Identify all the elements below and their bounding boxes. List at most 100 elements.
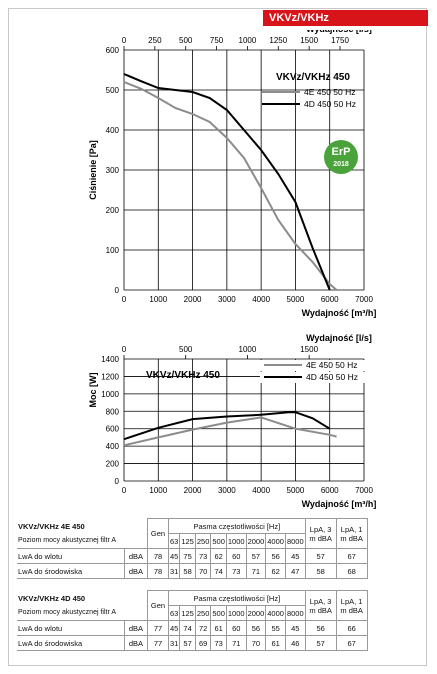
- freq-header: 4000: [265, 605, 286, 621]
- band-value: 62: [210, 548, 227, 564]
- band-value: 62: [265, 563, 286, 579]
- x-tick-label: 4000: [252, 486, 270, 495]
- x2-tick-label: 1500: [300, 36, 318, 45]
- freq-header: 125: [179, 533, 196, 549]
- freq-header: 8000: [284, 533, 306, 549]
- x2-tick-label: 1750: [331, 36, 349, 45]
- freq-header: 500: [210, 533, 227, 549]
- x-tick-label: 3000: [218, 295, 236, 304]
- series-badge: VKVz/VKHz: [263, 10, 428, 26]
- acoustic-table: VKVz/VKHz 4E 450 Gen Pasma częstotliwości …: [17, 518, 368, 579]
- table-model: VKVz/VKHz 4D 450: [17, 590, 148, 606]
- y-axis-label: Ciśnienie [Pa]: [88, 140, 98, 200]
- y-tick-label: 500: [106, 86, 120, 95]
- band-value: 73: [194, 548, 212, 564]
- band-value: 61: [210, 620, 227, 636]
- legend-label: 4D 450 50 Hz: [306, 372, 358, 382]
- freq-header: 4000: [265, 533, 286, 549]
- x-axis-label: Wydajność [m³/h]: [302, 499, 377, 509]
- legend-bg: [260, 360, 380, 371]
- freq-header: 125: [179, 605, 196, 621]
- band-value: 73: [225, 563, 247, 579]
- band-value: 45: [284, 548, 306, 564]
- band-value: 71: [225, 635, 247, 651]
- gen-value: 77: [147, 635, 169, 651]
- x-tick-label: 0: [122, 295, 127, 304]
- y-tick-label: 400: [106, 442, 120, 451]
- band-value: 74: [179, 620, 196, 636]
- row-unit: dBA: [123, 548, 149, 564]
- freq-header: 63: [167, 605, 181, 621]
- gen-header: Gen: [147, 518, 169, 549]
- lpa1-value: 67: [335, 548, 368, 564]
- band-value: 46: [284, 635, 306, 651]
- gen-value: 77: [147, 620, 169, 636]
- table-model: VKVz/VKHz 4E 450: [17, 518, 148, 534]
- band-value: 47: [284, 563, 306, 579]
- x-tick-label: 2000: [184, 486, 202, 495]
- x-tick-label: 6000: [321, 486, 339, 495]
- band-value: 45: [167, 548, 181, 564]
- x2-tick-label: 750: [210, 36, 224, 45]
- y-tick-label: 0: [115, 477, 120, 486]
- freq-header: 1000: [225, 605, 247, 621]
- erp-badge-icon: [324, 140, 358, 174]
- band-value: 72: [194, 620, 212, 636]
- band-value: 45: [284, 620, 306, 636]
- x2-tick-label: 1000: [239, 36, 257, 45]
- chart-title: VKVz/VKHz 450: [276, 72, 350, 83]
- y-tick-label: 100: [106, 246, 120, 255]
- chart-title: VKVz/VKHz 450: [146, 370, 220, 381]
- y-tick-label: 300: [106, 166, 120, 175]
- band-value: 60: [225, 620, 247, 636]
- x-tick-label: 1000: [149, 295, 167, 304]
- x2-tick-label: 0: [122, 36, 127, 45]
- gen-value: 78: [147, 563, 169, 579]
- x-tick-label: 6000: [321, 295, 339, 304]
- band-value: 73: [210, 635, 227, 651]
- x2-tick-label: 1000: [239, 345, 257, 354]
- band-value: 69: [194, 635, 212, 651]
- y-tick-label: 200: [106, 206, 120, 215]
- x-tick-label: 7000: [355, 295, 373, 304]
- freq-header: 2000: [245, 605, 267, 621]
- pressure-chart: 0 1000 2000 3000 4000 5000 6000 700001002003004…: [88, 30, 377, 318]
- band-value: 45: [167, 620, 181, 636]
- band-value: 71: [245, 563, 267, 579]
- y-tick-label: 600: [106, 46, 120, 55]
- lpa3-value: 57: [304, 635, 337, 651]
- band-value: 31: [167, 635, 181, 651]
- lpa3-header: LpA, 3 m dBA: [304, 518, 337, 549]
- y-tick-label: 1200: [101, 372, 119, 381]
- table-subtitle: Poziom mocy akustycznej filtr A: [17, 533, 148, 549]
- band-value: 75: [179, 548, 196, 564]
- gen-header: Gen: [147, 590, 169, 621]
- row-label: LwA do środowiska: [17, 563, 125, 579]
- x-tick-label: 5000: [287, 295, 305, 304]
- lpa1-value: 67: [335, 635, 368, 651]
- row-label: LwA do środowiska: [17, 635, 125, 651]
- x2-tick-label: 500: [179, 36, 193, 45]
- x-tick-label: 5000: [287, 486, 305, 495]
- y-tick-label: 800: [106, 407, 120, 416]
- y-axis-label: Moc [W]: [88, 373, 98, 408]
- y-tick-label: 400: [106, 126, 120, 135]
- x-axis-label: Wydajność [m³/h]: [302, 308, 377, 318]
- series-line-4e: [123, 416, 337, 447]
- page-frame: [8, 8, 427, 666]
- freq-header: 1000: [225, 533, 247, 549]
- x-tick-label: 1000: [149, 486, 167, 495]
- y-tick-label: 1400: [101, 355, 119, 364]
- band-header: Pasma częstotliwości [Hz]: [168, 518, 306, 534]
- row-unit: dBA: [123, 563, 149, 579]
- lpa3-value: 56: [304, 620, 337, 636]
- lpa1-header: LpA, 1 m dBA: [335, 590, 368, 621]
- series-line-4d: [123, 411, 331, 441]
- x2-axis-label: Wydajność [l/s]: [306, 333, 372, 343]
- x2-tick-label: 250: [148, 36, 162, 45]
- x2-axis-label: Wydajność [l/s]: [306, 30, 372, 34]
- band-value: 57: [245, 548, 267, 564]
- band-value: 70: [245, 635, 267, 651]
- band-value: 60: [225, 548, 247, 564]
- series-line-4d: [123, 73, 331, 291]
